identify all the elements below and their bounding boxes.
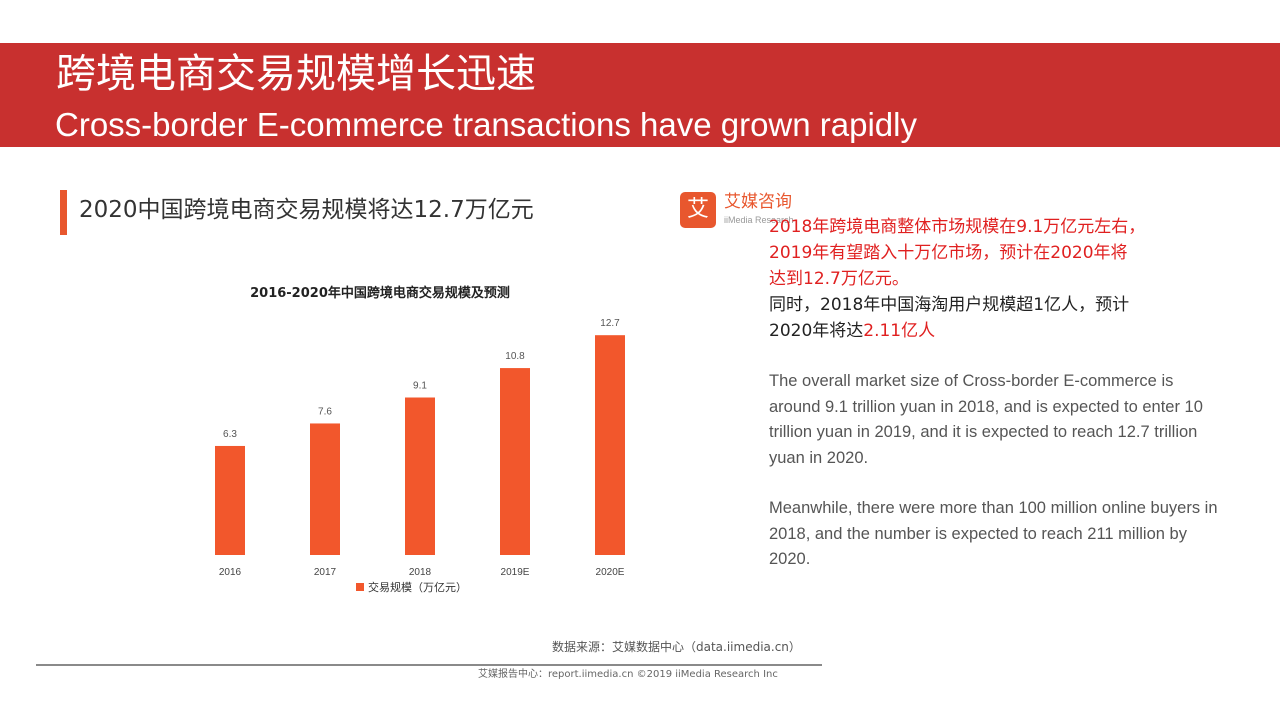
slide-title-en: Cross-border E-commerce transactions hav…	[55, 106, 917, 143]
title-banner	[0, 43, 1280, 147]
chart-legend: 交易规模（万亿元）	[356, 581, 467, 595]
summary-line-5-prefix: 2020年将达	[769, 321, 864, 341]
x-tick-2020E: 2020E	[596, 567, 625, 578]
chinese-summary: 2018年跨境电商整体市场规模在9.1万亿元左右， 2019年有望踏入十万亿市场…	[769, 214, 1239, 344]
report-heading: 2020中国跨境电商交易规模将达12.7万亿元	[79, 197, 534, 223]
bar-2019E	[500, 368, 530, 555]
summary-line-5-highlight: 2.11亿人	[863, 321, 936, 341]
value-label-2019E: 10.8	[505, 351, 525, 362]
summary-line-5: 2020年将达2.11亿人	[769, 318, 1239, 344]
value-label-2020E: 12.7	[600, 318, 620, 329]
english-summary: The overall market size of Cross-border …	[769, 369, 1229, 598]
heading-accent-bar	[60, 190, 67, 235]
chart-title: 2016-2020年中国跨境电商交易规模及预测	[250, 285, 510, 301]
english-paragraph-1: The overall market size of Cross-border …	[769, 372, 1203, 467]
bar-2016	[215, 445, 245, 555]
iimedia-logo-icon: 艾	[680, 192, 716, 228]
english-paragraph-2: Meanwhile, there were more than 100 mill…	[769, 499, 1218, 568]
x-tick-2018: 2018	[409, 567, 432, 578]
bar-2018	[405, 397, 435, 555]
bar-2017	[310, 423, 340, 555]
iimedia-logo-subtitle: iiMedia Research	[724, 215, 794, 225]
x-tick-2016: 2016	[219, 567, 242, 578]
data-source: 数据来源：艾媒数据中心（data.iimedia.cn）	[552, 640, 801, 654]
x-tick-2017: 2017	[314, 567, 337, 578]
summary-line-4: 同时，2018年中国海淘用户规模超1亿人，预计	[769, 295, 1130, 315]
legend-label: 交易规模（万亿元）	[368, 581, 467, 594]
slide-title-cn: 跨境电商交易规模增长迅速	[56, 51, 536, 97]
summary-line-3: 达到12.7万亿元。	[769, 269, 909, 289]
value-label-2018: 9.1	[413, 381, 427, 392]
bars-layer: 6.3 2016 7.6 2017 9.1 2018 10.8 2019E 12.7 2020E	[215, 318, 625, 578]
iimedia-logo-name: 艾媒咨询	[724, 192, 792, 212]
report-footer: 艾媒报告中心：report.iimedia.cn ©2019 iiMedia R…	[478, 669, 778, 680]
x-tick-2019E: 2019E	[501, 567, 530, 578]
legend-swatch	[356, 583, 364, 591]
footer-divider	[36, 664, 822, 666]
bar-2020E	[595, 335, 625, 555]
value-label-2017: 7.6	[318, 406, 332, 417]
summary-line-2: 2019年有望踏入十万亿市场，预计在2020年将	[769, 243, 1128, 263]
summary-line-1: 2018年跨境电商整体市场规模在9.1万亿元左右，	[769, 217, 1146, 237]
value-label-2016: 6.3	[223, 429, 237, 440]
